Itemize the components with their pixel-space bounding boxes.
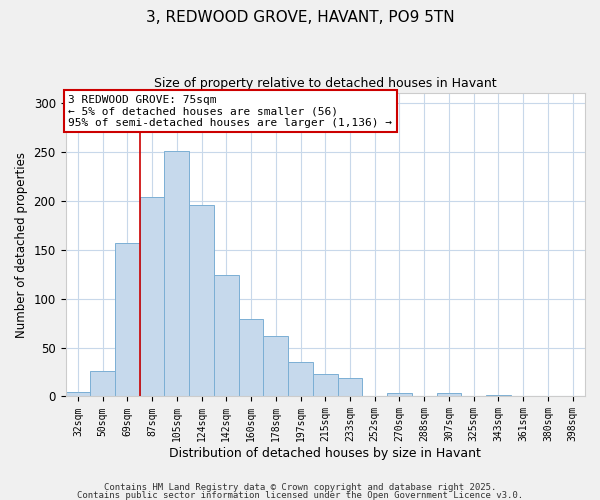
Bar — [140, 197, 164, 396]
Title: Size of property relative to detached houses in Havant: Size of property relative to detached ho… — [154, 78, 497, 90]
Bar — [65, 392, 90, 396]
Bar — [338, 378, 362, 396]
X-axis label: Distribution of detached houses by size in Havant: Distribution of detached houses by size … — [169, 447, 481, 460]
Bar — [189, 204, 214, 396]
Bar — [214, 275, 239, 396]
Y-axis label: Number of detached properties: Number of detached properties — [15, 152, 28, 338]
Bar — [387, 392, 412, 396]
Bar — [437, 392, 461, 396]
Bar — [313, 374, 338, 396]
Bar — [90, 371, 115, 396]
Text: Contains HM Land Registry data © Crown copyright and database right 2025.: Contains HM Land Registry data © Crown c… — [104, 484, 496, 492]
Bar — [263, 336, 288, 396]
Bar — [288, 362, 313, 396]
Bar — [239, 319, 263, 396]
Text: Contains public sector information licensed under the Open Government Licence v3: Contains public sector information licen… — [77, 490, 523, 500]
Bar — [164, 151, 189, 396]
Text: 3 REDWOOD GROVE: 75sqm
← 5% of detached houses are smaller (56)
95% of semi-deta: 3 REDWOOD GROVE: 75sqm ← 5% of detached … — [68, 94, 392, 128]
Text: 3, REDWOOD GROVE, HAVANT, PO9 5TN: 3, REDWOOD GROVE, HAVANT, PO9 5TN — [146, 10, 454, 25]
Bar — [115, 243, 140, 396]
